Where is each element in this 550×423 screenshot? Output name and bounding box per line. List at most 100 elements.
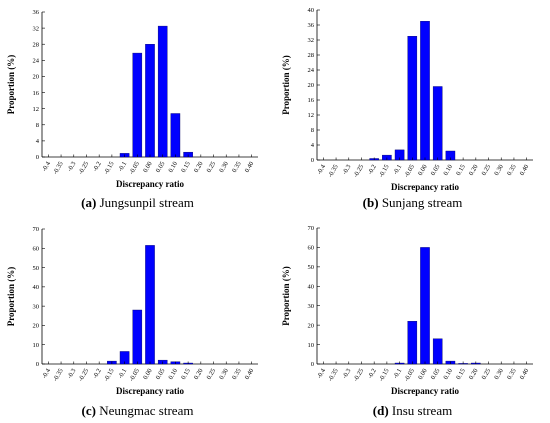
caption-a-letter: (a)	[81, 195, 97, 210]
x-tick-label: 0.35	[506, 164, 518, 177]
bar	[170, 113, 181, 158]
bar	[132, 52, 143, 158]
y-tick-label: 20	[308, 82, 315, 89]
y-axis-label: Proportion (%)	[281, 266, 291, 326]
chart-panel-b: 0 4 8 12 16 20 24 28 32 36 40 -0.4 -0.35 -0.3 -0.25 -0.…	[275, 0, 550, 211]
y-tick-label: 4	[311, 142, 315, 149]
x-tick-label: 0.30	[218, 368, 230, 381]
chart-panel-d: 0 10 20 30 40 50 60 70 -0.4 -0.35 -0.3 -0.25 -0.2 -0.…	[275, 211, 550, 422]
x-tick-label: 0.40	[244, 368, 256, 381]
x-tick-label: -0.1	[117, 161, 128, 173]
x-tick-label: -0.05	[403, 164, 416, 179]
x-tick-label: 0.35	[231, 368, 243, 381]
x-tick-label: 0.25	[206, 161, 218, 174]
x-tick-label: 0.30	[493, 368, 505, 381]
x-axis-label: Discrepancy ratio	[391, 386, 460, 396]
x-tick-label: -0.15	[378, 368, 391, 383]
caption-d-text: Insu stream	[391, 403, 453, 418]
caption-b-text: Sunjang stream	[381, 195, 463, 210]
x-tick-label: -0.3	[66, 161, 77, 173]
x-tick-label: -0.25	[77, 161, 90, 176]
x-tick-label: 0.40	[519, 368, 531, 381]
x-tick-label: -0.3	[341, 164, 352, 176]
y-tick-label: 8	[311, 127, 314, 134]
y-tick-label: 24	[33, 58, 40, 65]
bar	[157, 25, 168, 158]
y-tick-label: 30	[33, 303, 40, 310]
x-tick-label: 0.20	[468, 164, 480, 177]
x-tick-label: 0.20	[468, 368, 480, 381]
x-tick-label: 0.00	[417, 368, 429, 381]
x-tick-label: 0.05	[155, 161, 167, 174]
x-tick-label: -0.2	[367, 368, 378, 380]
y-tick-label: 40	[308, 7, 315, 14]
y-tick-label: 4	[36, 138, 40, 145]
x-tick-label: 0.10	[167, 368, 179, 381]
x-tick-label: 0.20	[193, 161, 205, 174]
bar	[432, 338, 443, 365]
caption-c-letter: (c)	[81, 403, 96, 418]
y-tick-label: 12	[308, 112, 315, 119]
x-tick-label: -0.4	[41, 367, 53, 380]
caption-a: (a) Jungsunpil stream	[0, 195, 275, 211]
x-tick-label: 0.35	[506, 368, 518, 381]
caption-a-text: Jungsunpil stream	[99, 195, 194, 210]
x-tick-label: 0.10	[167, 161, 179, 174]
x-tick-label: -0.2	[367, 164, 378, 176]
y-tick-label: 36	[308, 22, 315, 29]
chart-panel-c: 0 10 20 30 40 50 60 70 -0.4 -0.35 -0.3 -0.25 -0.2 -0.…	[0, 211, 275, 422]
x-tick-label: 0.15	[180, 368, 192, 381]
y-tick-label: 50	[33, 265, 40, 272]
x-tick-label: -0.15	[103, 161, 116, 176]
y-tick-label: 28	[308, 52, 315, 59]
x-tick-label: -0.1	[392, 368, 403, 380]
x-tick-label: -0.25	[77, 368, 90, 383]
x-tick-label: 0.30	[218, 161, 230, 174]
x-tick-label: -0.35	[327, 164, 340, 179]
y-tick-label: 12	[33, 106, 40, 113]
y-tick-label: 32	[308, 37, 315, 44]
bar	[407, 36, 418, 161]
y-tick-label: 16	[308, 97, 315, 104]
x-tick-label: 0.00	[142, 368, 154, 381]
y-tick-label: 28	[33, 41, 40, 48]
caption-c-text: Neungmac stream	[99, 403, 194, 418]
x-tick-label: 0.15	[180, 161, 192, 174]
x-tick-label: -0.4	[41, 160, 53, 173]
x-tick-label: 0.35	[231, 161, 243, 174]
caption-b-letter: (b)	[362, 195, 379, 210]
x-tick-label: -0.25	[352, 368, 365, 383]
y-tick-label: 30	[308, 303, 315, 310]
y-tick-label: 10	[33, 342, 40, 349]
y-tick-label: 40	[308, 283, 315, 290]
x-tick-label: 0.15	[455, 164, 467, 177]
x-tick-label: -0.4	[316, 163, 328, 176]
caption-c: (c) Neungmac stream	[0, 403, 275, 419]
x-tick-label: -0.15	[378, 164, 391, 179]
y-tick-label: 50	[308, 264, 315, 271]
x-tick-label: -0.1	[117, 368, 128, 380]
x-tick-label: 0.10	[442, 368, 454, 381]
x-tick-label: 0.20	[193, 368, 205, 381]
y-tick-label: 60	[33, 245, 40, 252]
y-tick-label: 20	[308, 322, 315, 329]
x-tick-label: -0.05	[128, 161, 141, 176]
y-tick-label: 40	[33, 284, 40, 291]
caption-d: (d) Insu stream	[275, 403, 550, 419]
y-tick-label: 20	[33, 323, 40, 330]
x-tick-label: -0.4	[316, 367, 328, 380]
bar	[420, 21, 430, 161]
x-tick-label: -0.2	[92, 161, 103, 173]
bar	[145, 245, 155, 365]
x-tick-label: -0.35	[327, 368, 340, 383]
y-tick-label: 70	[33, 226, 40, 233]
x-tick-label: 0.10	[442, 164, 454, 177]
x-tick-label: 0.40	[519, 164, 531, 177]
x-axis-label: Discrepancy ratio	[391, 182, 460, 192]
y-tick-label: 60	[308, 245, 315, 252]
bar	[132, 309, 143, 365]
y-tick-label: 70	[308, 225, 315, 232]
x-tick-label: -0.1	[392, 164, 403, 176]
